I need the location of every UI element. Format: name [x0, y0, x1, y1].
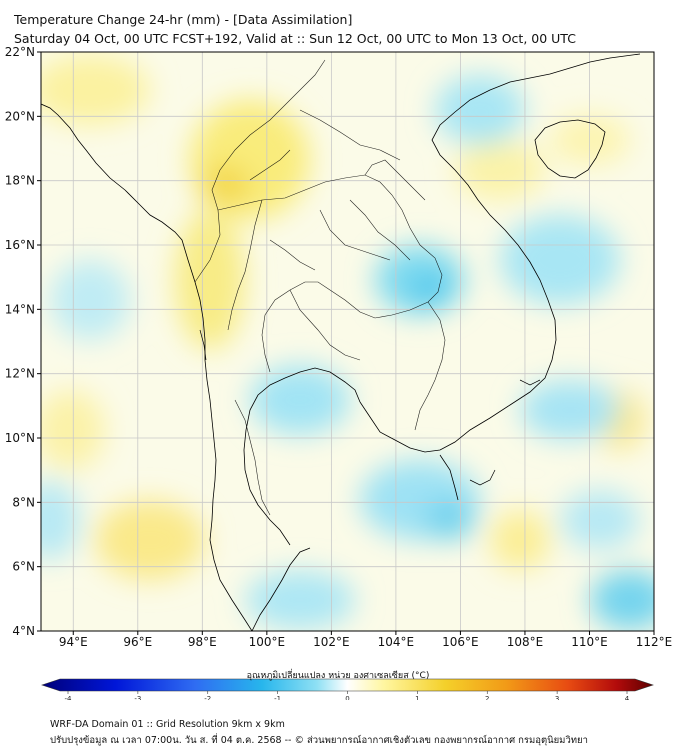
- map-title: Temperature Change 24-hr (mm) - [Data As…: [14, 12, 353, 27]
- temperature-field: [41, 52, 654, 631]
- lon-tick-label: 94°E: [59, 635, 88, 649]
- lon-tick-label: 106°E: [442, 635, 479, 649]
- lat-tick-label: 22°N: [5, 45, 35, 59]
- colorbar-ticks: -4 -3 -2 -1 0 1 2 3 4: [65, 691, 630, 700]
- colorbar-tick-label: 3: [555, 695, 559, 700]
- map-figure: 94°E 96°E 98°E 100°E 102°E 104°E 106°E 108°E 110…: [5, 45, 673, 700]
- islands: [199, 329, 541, 486]
- lat-tick-label: 12°N: [5, 367, 35, 381]
- map-frame: [40, 51, 655, 632]
- lat-tick-label: 16°N: [5, 238, 35, 252]
- lat-tick-label: 6°N: [12, 560, 35, 574]
- colorbar-bar: [41, 678, 654, 692]
- footer-update-info: ปรับปรุงข้อมูล ณ เวลา 07:00น. วัน ส. ที่…: [50, 735, 588, 746]
- map-subtitle: Saturday 04 Oct, 00 UTC FCST+192, Valid …: [14, 31, 576, 46]
- colorbar-tick-label: 1: [415, 695, 419, 700]
- colorbar-tick-label: 2: [485, 695, 489, 700]
- lon-tick-label: 110°E: [571, 635, 608, 649]
- lat-tick-label: 18°N: [5, 174, 35, 188]
- lat-tick-label: 20°N: [5, 109, 35, 123]
- map-gridlines: [41, 52, 654, 631]
- lat-tick-label: 4°N: [12, 624, 35, 638]
- country-borders: [194, 59, 446, 516]
- colorbar-tick-label: 0: [345, 695, 349, 700]
- latitude-axis: 22°N 20°N 18°N 16°N 14°N 12°N 10°N 8°N 6°N 4°N: [5, 45, 41, 638]
- colorbar-tick-label: -3: [134, 695, 141, 700]
- colorbar-tick-label: -2: [204, 695, 211, 700]
- lon-tick-label: 98°E: [188, 635, 217, 649]
- lon-tick-label: 104°E: [378, 635, 415, 649]
- lon-tick-label: 112°E: [636, 635, 673, 649]
- colorbar-tick-label: 4: [625, 695, 630, 700]
- colorbar-tick-label: -4: [65, 695, 73, 700]
- lat-tick-label: 14°N: [5, 302, 35, 316]
- colorbar-tick-label: -1: [274, 695, 281, 700]
- lon-tick-label: 100°E: [249, 635, 286, 649]
- lon-tick-label: 108°E: [507, 635, 544, 649]
- coastlines: [41, 53, 641, 631]
- lat-tick-label: 8°N: [12, 495, 35, 509]
- lon-tick-label: 96°E: [123, 635, 152, 649]
- colorbar: -4 -3 -2 -1 0 1 2 3 4: [41, 678, 654, 700]
- lon-tick-label: 102°E: [313, 635, 350, 649]
- lat-tick-label: 10°N: [5, 431, 35, 445]
- footer-model-info: WRF-DA Domain 01 :: Grid Resolution 9km …: [50, 719, 285, 730]
- colorbar-label: อุณหภูมิเปลี่ยนแปลง หน่วย องศาเซลเซียส (…: [246, 671, 430, 681]
- longitude-axis: 94°E 96°E 98°E 100°E 102°E 104°E 106°E 108°E 110…: [59, 631, 672, 649]
